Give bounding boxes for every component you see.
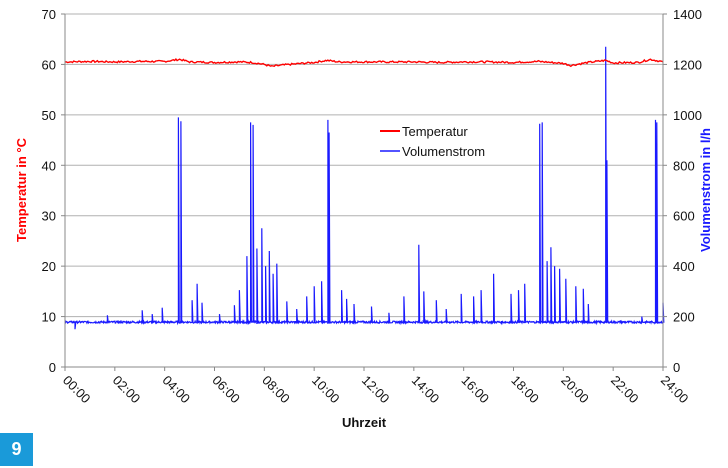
gridlines	[65, 13, 663, 318]
x-axis-ticks: 00:00 02:00 04:00 06:00 08:00 10:00 12:00 14:00…	[60, 367, 692, 407]
left-tick-label: 70	[42, 7, 56, 22]
right-tick-label: 600	[673, 209, 695, 224]
right-tick-label: 1400	[673, 7, 702, 22]
x-tick-label: 10:00	[309, 373, 343, 407]
right-y-axis-ticks: 0 200 400 600 800 1000 1200 1400	[663, 7, 702, 375]
figure-number-badge: 9	[0, 433, 33, 466]
x-tick-label: 04:00	[160, 373, 194, 407]
legend-label-temperatur: Temperatur	[402, 124, 468, 139]
legend-label-volumenstrom: Volumenstrom	[402, 144, 485, 159]
left-tick-label: 20	[42, 259, 56, 274]
right-tick-label: 1200	[673, 57, 702, 72]
x-tick-label: 16:00	[459, 373, 493, 407]
x-tick-label: 08:00	[259, 373, 293, 407]
right-tick-label: 0	[673, 360, 680, 375]
right-tick-label: 200	[673, 310, 695, 325]
volumenstrom-series-line	[64, 46, 665, 330]
x-tick-label: 20:00	[558, 373, 592, 407]
x-tick-label: 06:00	[209, 373, 243, 407]
x-tick-label: 22:00	[608, 373, 642, 407]
x-tick-label: 02:00	[110, 373, 144, 407]
right-tick-label: 800	[673, 158, 695, 173]
right-tick-label: 400	[673, 259, 695, 274]
temperatur-series-line	[64, 58, 664, 68]
x-tick-label: 14:00	[409, 373, 443, 407]
right-axis-title: Volumenstrom in l/h	[698, 128, 713, 252]
x-tick-label: 00:00	[60, 373, 94, 407]
left-axis-title: Temperatur in °C	[14, 137, 29, 242]
plot-area	[64, 46, 665, 330]
left-y-axis-ticks: 0 10 20 30 40 50 60 70	[42, 7, 65, 375]
x-tick-label: 24:00	[658, 373, 692, 407]
legend: Temperatur Volumenstrom	[380, 124, 485, 159]
left-tick-label: 30	[42, 209, 56, 224]
right-tick-label: 1000	[673, 108, 702, 123]
left-tick-label: 10	[42, 310, 56, 325]
x-tick-label: 12:00	[359, 373, 393, 407]
x-axis-title: Uhrzeit	[342, 415, 387, 430]
left-tick-label: 0	[49, 360, 56, 375]
left-tick-label: 50	[42, 108, 56, 123]
dual-axis-line-chart: 0 10 20 30 40 50 60 70 0 200 400 600 800 1000 1200 140…	[14, 7, 713, 430]
left-tick-label: 60	[42, 57, 56, 72]
left-tick-label: 40	[42, 158, 56, 173]
x-tick-label: 18:00	[508, 373, 542, 407]
